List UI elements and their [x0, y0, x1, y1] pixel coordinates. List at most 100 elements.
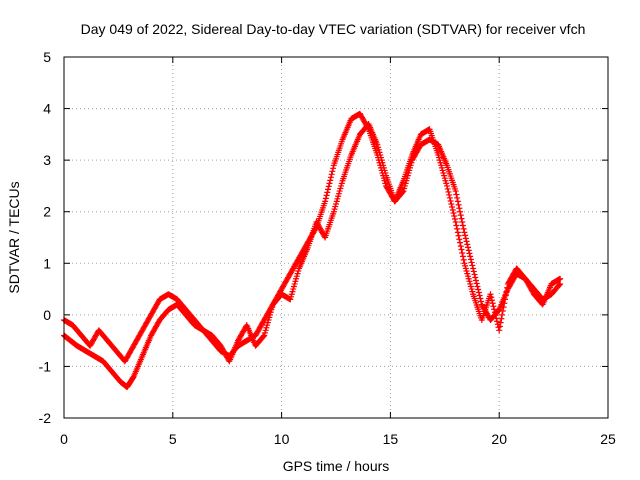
- data-point: [473, 280, 480, 287]
- data-points: [61, 110, 564, 391]
- data-point: [458, 215, 465, 222]
- data-point: [455, 201, 462, 208]
- data-point: [459, 219, 466, 226]
- data-point: [324, 189, 331, 196]
- data-point: [502, 296, 509, 303]
- data-point: [459, 222, 466, 229]
- data-point: [557, 275, 564, 282]
- y-tick-label: 5: [43, 49, 51, 65]
- data-point: [489, 300, 496, 307]
- y-tick-label: -1: [39, 358, 52, 374]
- data-point: [454, 229, 461, 236]
- data-point: [494, 318, 501, 325]
- data-point: [474, 283, 481, 290]
- data-point: [503, 288, 510, 295]
- data-point: [462, 232, 469, 239]
- data-point: [446, 194, 453, 201]
- data-point: [557, 280, 564, 287]
- data-point: [477, 295, 484, 302]
- data-point: [500, 304, 507, 311]
- data-point: [491, 309, 498, 316]
- data-point: [326, 180, 333, 187]
- data-point: [454, 225, 461, 232]
- data-point: [452, 188, 459, 195]
- x-tick-label: 15: [383, 431, 399, 447]
- y-tick-label: 4: [43, 101, 51, 117]
- data-point: [457, 243, 464, 250]
- data-point: [465, 247, 472, 254]
- data-point: [327, 177, 334, 184]
- data-point: [455, 232, 462, 239]
- data-point: [469, 262, 476, 269]
- data-point: [470, 265, 477, 272]
- data-point: [456, 236, 463, 243]
- data-point: [447, 197, 454, 204]
- data-point: [463, 238, 470, 245]
- data-point: [501, 300, 508, 307]
- data-point: [453, 222, 460, 229]
- data-point: [260, 333, 267, 340]
- data-point: [444, 185, 451, 192]
- data-point: [475, 289, 482, 296]
- data-point: [449, 203, 456, 210]
- data-point: [467, 253, 474, 260]
- data-point: [488, 294, 495, 301]
- data-point: [493, 315, 500, 322]
- data-point: [487, 291, 494, 298]
- x-tick-label: 20: [491, 431, 507, 447]
- data-point: [492, 312, 499, 319]
- data-point: [451, 213, 458, 220]
- data-point: [504, 284, 511, 291]
- data-point: [499, 311, 506, 318]
- data-point: [472, 277, 479, 284]
- data-point: [452, 219, 459, 226]
- data-point: [459, 249, 466, 256]
- y-tick-label: -2: [39, 410, 52, 426]
- data-point: [471, 271, 478, 278]
- y-tick-label: 3: [43, 152, 51, 168]
- data-point: [454, 194, 461, 201]
- data-point: [443, 182, 450, 189]
- data-point: [327, 174, 334, 181]
- tick-labels: 0 5 10 15 20 25 -2 -1 0 1 2 3 4 5: [39, 49, 616, 447]
- data-point: [462, 235, 469, 242]
- plot-frame: [63, 56, 609, 419]
- data-point: [330, 165, 337, 172]
- data-point: [325, 186, 332, 193]
- data-point: [475, 286, 482, 293]
- data-point: [325, 183, 332, 190]
- x-tick-label: 10: [274, 431, 290, 447]
- y-tick-label: 1: [43, 255, 51, 271]
- data-point: [448, 200, 455, 207]
- data-point: [457, 239, 464, 246]
- data-point: [461, 229, 468, 236]
- data-point: [328, 171, 335, 178]
- grid-lines: [64, 57, 608, 418]
- data-point: [467, 256, 474, 263]
- data-point: [451, 216, 458, 223]
- data-point: [456, 205, 463, 212]
- data-point: [499, 307, 506, 314]
- data-point: [491, 306, 498, 313]
- data-point: [497, 319, 504, 326]
- y-tick-label: 2: [43, 204, 51, 220]
- x-tick-label: 25: [600, 431, 616, 447]
- chart-title: Day 049 of 2022, Sidereal Day-to-day VTE…: [81, 21, 586, 37]
- data-point: [465, 244, 472, 251]
- data-point: [498, 315, 505, 322]
- y-axis-label: SDTVAR / TECUs: [6, 181, 22, 293]
- data-point: [322, 195, 329, 202]
- data-point: [460, 225, 467, 232]
- data-point: [476, 292, 483, 299]
- data-point: [472, 274, 479, 281]
- x-axis-label: GPS time / hours: [283, 458, 390, 474]
- data-point: [457, 212, 464, 219]
- x-tick-label: 0: [60, 431, 68, 447]
- data-point: [459, 253, 466, 260]
- data-point: [449, 206, 456, 213]
- data-point: [454, 198, 461, 205]
- data-point: [445, 188, 452, 195]
- data-point: [464, 241, 471, 248]
- data-point: [496, 327, 503, 334]
